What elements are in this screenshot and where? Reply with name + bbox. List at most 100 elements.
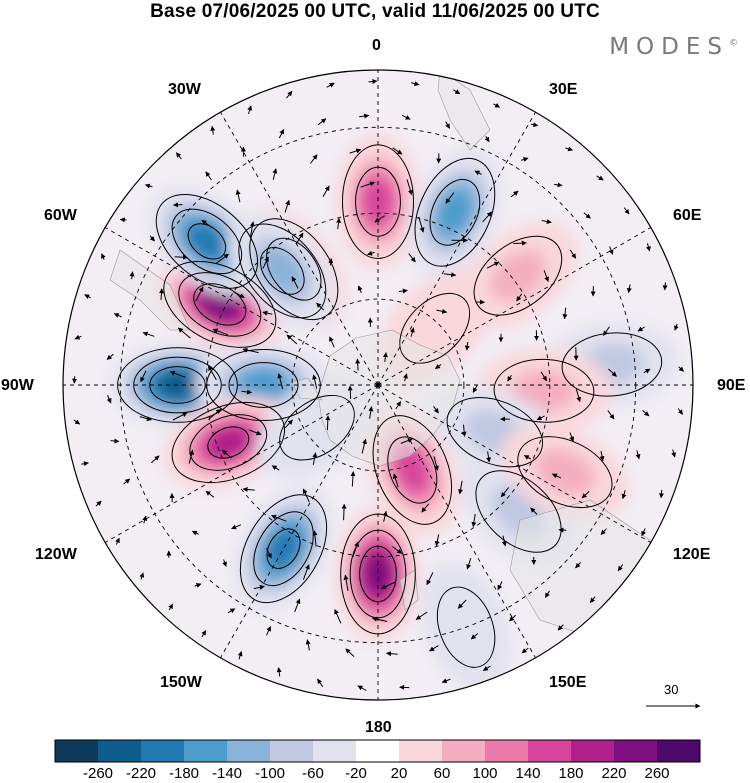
contour-line — [133, 356, 222, 414]
pole-marker — [375, 382, 381, 388]
contour-line — [249, 218, 339, 321]
lon-label-60e: 60E — [673, 207, 702, 224]
colorbar — [54, 739, 701, 763]
contour-line — [359, 545, 397, 603]
map-disc — [63, 70, 693, 700]
wind-arrow — [312, 374, 318, 389]
wind-arrow — [325, 415, 331, 431]
wind-arrow — [403, 373, 408, 382]
wind-arrow — [482, 665, 491, 672]
contour-line — [517, 436, 613, 509]
wind-arrow — [253, 584, 265, 590]
contour-line — [414, 157, 496, 267]
wind-arrow — [101, 253, 106, 260]
contour-line — [163, 260, 277, 348]
anomaly-blob — [407, 147, 503, 277]
wind-arrow — [347, 385, 353, 400]
wind-arrow — [334, 608, 342, 624]
wind-arrow — [368, 79, 378, 85]
wind-arrow — [395, 401, 402, 410]
wind-arrow — [500, 487, 509, 498]
wind-arrow — [215, 253, 230, 265]
wind-arrow — [575, 389, 582, 403]
wind-arrow — [421, 503, 430, 513]
wind-arrow — [658, 489, 664, 499]
wind-arrow — [599, 450, 605, 462]
wind-arrow — [95, 500, 102, 507]
colorbar-cell — [657, 740, 701, 762]
colorbar-cell — [528, 740, 572, 762]
contour-line — [149, 366, 206, 404]
wind-arrow — [169, 370, 186, 378]
wind-arrow — [316, 302, 325, 311]
lon-label-120e: 120E — [673, 546, 711, 563]
wind-arrow — [343, 574, 349, 591]
lon-label-0: 0 — [372, 37, 381, 54]
wind-arrow — [305, 639, 311, 651]
wind-arrow — [671, 449, 677, 458]
wind-arrow — [235, 189, 241, 203]
wind-arrow — [210, 125, 216, 135]
contour-line — [178, 272, 262, 337]
wind-arrow — [241, 389, 252, 395]
wind-arrow — [530, 507, 538, 515]
wind-arrow — [294, 598, 301, 613]
contour-line — [446, 397, 544, 468]
wind-arrow — [551, 473, 562, 479]
wind-arrow — [415, 611, 428, 620]
wind-arrow — [678, 366, 684, 372]
wind-arrow — [248, 429, 262, 436]
wind-arrow — [583, 212, 591, 219]
wind-arrow — [276, 667, 282, 677]
wind-arrow — [113, 313, 122, 318]
wind-arrow — [493, 102, 501, 108]
wind-arrow — [458, 480, 463, 495]
wind-arrow — [406, 179, 413, 196]
wind-arrow — [426, 572, 434, 586]
wind-arrow — [139, 416, 152, 422]
wind-arrow — [302, 564, 310, 580]
wind-arrow — [608, 246, 614, 255]
contour-line — [561, 332, 663, 397]
wind-arrow — [317, 678, 324, 688]
contour-line — [171, 401, 286, 484]
wind-arrow — [607, 410, 615, 420]
wind-arrow — [262, 310, 273, 316]
wind-arrow — [242, 347, 259, 354]
wind-arrow — [497, 581, 503, 591]
map-border — [62, 69, 694, 701]
colorbar-tick-label: 260 — [644, 765, 670, 782]
colorbar-tick-label: 140 — [515, 765, 541, 782]
graticule — [63, 70, 693, 700]
wind-arrow — [312, 530, 318, 547]
wind-arrow — [474, 170, 482, 176]
wind-arrow — [575, 562, 581, 569]
wind-arrow — [237, 651, 243, 660]
colorbar-tick-label: 180 — [558, 765, 584, 782]
colorbar-tick-label: 220 — [601, 765, 627, 782]
wind-vectors — [72, 79, 684, 691]
wind-arrow — [392, 473, 399, 488]
wind-arrow — [284, 199, 290, 213]
wind-arrow — [286, 334, 298, 345]
wind-arrow — [368, 406, 374, 419]
contour-line — [266, 528, 301, 569]
wind-arrow — [310, 154, 318, 164]
wind-arrow — [195, 286, 204, 302]
wind-arrow — [637, 326, 645, 332]
contour-line — [340, 513, 416, 635]
contour-line — [493, 358, 595, 423]
wind-arrow — [322, 185, 330, 198]
wind-arrow — [201, 630, 207, 638]
wind-arrow — [516, 293, 523, 302]
anomaly-blob — [336, 506, 420, 642]
lon-label-120w: 120W — [35, 546, 77, 563]
wind-arrow — [569, 249, 577, 259]
wind-arrow — [191, 530, 200, 536]
wind-arrow — [205, 490, 215, 498]
wind-arrow — [565, 146, 574, 152]
wind-arrow — [457, 599, 467, 609]
contour-line — [117, 347, 238, 423]
wind-arrow — [434, 364, 442, 370]
wind-arrow — [222, 559, 227, 567]
